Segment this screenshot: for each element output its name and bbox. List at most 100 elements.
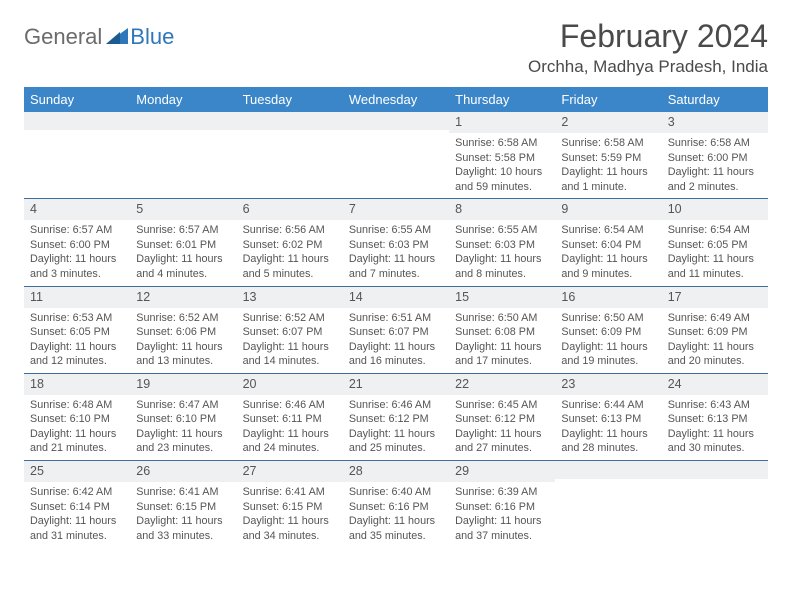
header-sunday: Sunday	[24, 87, 130, 112]
daylight-text: Daylight: 11 hours and 28 minutes.	[561, 427, 655, 456]
sunrise-text: Sunrise: 6:48 AM	[30, 398, 124, 413]
sunrise-text: Sunrise: 6:46 AM	[243, 398, 337, 413]
calendar-day-cell: 16Sunrise: 6:50 AMSunset: 6:09 PMDayligh…	[555, 286, 661, 373]
day-number: 3	[662, 112, 768, 133]
sunrise-text: Sunrise: 6:50 AM	[455, 311, 549, 326]
calendar-week-row: 1Sunrise: 6:58 AMSunset: 5:58 PMDaylight…	[24, 112, 768, 199]
sunrise-text: Sunrise: 6:52 AM	[243, 311, 337, 326]
day-number: 9	[555, 199, 661, 220]
daylight-text: Daylight: 10 hours and 59 minutes.	[455, 165, 549, 194]
calendar-day-cell	[130, 112, 236, 199]
sunrise-text: Sunrise: 6:58 AM	[668, 136, 762, 151]
sunset-text: Sunset: 6:08 PM	[455, 325, 549, 340]
daylight-text: Daylight: 11 hours and 31 minutes.	[30, 514, 124, 543]
day-number	[662, 461, 768, 479]
sunset-text: Sunset: 6:05 PM	[668, 238, 762, 253]
calendar-day-cell: 5Sunrise: 6:57 AMSunset: 6:01 PMDaylight…	[130, 199, 236, 286]
day-details: Sunrise: 6:41 AMSunset: 6:15 PMDaylight:…	[130, 482, 236, 547]
sunset-text: Sunset: 6:05 PM	[30, 325, 124, 340]
day-details: Sunrise: 6:44 AMSunset: 6:13 PMDaylight:…	[555, 395, 661, 460]
day-number: 8	[449, 199, 555, 220]
day-number: 26	[130, 461, 236, 482]
sunset-text: Sunset: 6:16 PM	[349, 500, 443, 515]
daylight-text: Daylight: 11 hours and 37 minutes.	[455, 514, 549, 543]
day-details: Sunrise: 6:57 AMSunset: 6:01 PMDaylight:…	[130, 220, 236, 285]
sunset-text: Sunset: 5:59 PM	[561, 151, 655, 166]
day-details	[24, 130, 130, 188]
daylight-text: Daylight: 11 hours and 1 minute.	[561, 165, 655, 194]
day-number: 7	[343, 199, 449, 220]
sunrise-text: Sunrise: 6:58 AM	[561, 136, 655, 151]
daylight-text: Daylight: 11 hours and 25 minutes.	[349, 427, 443, 456]
sunrise-text: Sunrise: 6:42 AM	[30, 485, 124, 500]
daylight-text: Daylight: 11 hours and 21 minutes.	[30, 427, 124, 456]
sunset-text: Sunset: 6:02 PM	[243, 238, 337, 253]
calendar-day-cell: 8Sunrise: 6:55 AMSunset: 6:03 PMDaylight…	[449, 199, 555, 286]
calendar-day-cell: 12Sunrise: 6:52 AMSunset: 6:06 PMDayligh…	[130, 286, 236, 373]
day-number: 5	[130, 199, 236, 220]
calendar-day-cell: 20Sunrise: 6:46 AMSunset: 6:11 PMDayligh…	[237, 373, 343, 460]
daylight-text: Daylight: 11 hours and 7 minutes.	[349, 252, 443, 281]
sunset-text: Sunset: 6:00 PM	[668, 151, 762, 166]
day-details: Sunrise: 6:46 AMSunset: 6:11 PMDaylight:…	[237, 395, 343, 460]
sunrise-text: Sunrise: 6:50 AM	[561, 311, 655, 326]
logo-text-general: General	[24, 24, 102, 50]
logo-text-blue: Blue	[130, 24, 174, 50]
sunset-text: Sunset: 6:07 PM	[243, 325, 337, 340]
day-details	[130, 130, 236, 188]
day-number: 25	[24, 461, 130, 482]
day-number	[555, 461, 661, 479]
sunset-text: Sunset: 6:09 PM	[668, 325, 762, 340]
logo-triangle-icon	[106, 26, 128, 49]
daylight-text: Daylight: 11 hours and 17 minutes.	[455, 340, 549, 369]
daylight-text: Daylight: 11 hours and 33 minutes.	[136, 514, 230, 543]
day-number: 22	[449, 374, 555, 395]
calendar-day-cell: 21Sunrise: 6:46 AMSunset: 6:12 PMDayligh…	[343, 373, 449, 460]
calendar-day-cell	[24, 112, 130, 199]
daylight-text: Daylight: 11 hours and 13 minutes.	[136, 340, 230, 369]
daylight-text: Daylight: 11 hours and 20 minutes.	[668, 340, 762, 369]
sunrise-text: Sunrise: 6:58 AM	[455, 136, 549, 151]
sunset-text: Sunset: 6:03 PM	[349, 238, 443, 253]
daylight-text: Daylight: 11 hours and 11 minutes.	[668, 252, 762, 281]
day-number: 6	[237, 199, 343, 220]
day-details: Sunrise: 6:58 AMSunset: 6:00 PMDaylight:…	[662, 133, 768, 198]
calendar-week-row: 25Sunrise: 6:42 AMSunset: 6:14 PMDayligh…	[24, 461, 768, 548]
day-details: Sunrise: 6:39 AMSunset: 6:16 PMDaylight:…	[449, 482, 555, 547]
day-details: Sunrise: 6:53 AMSunset: 6:05 PMDaylight:…	[24, 308, 130, 373]
sunrise-text: Sunrise: 6:39 AM	[455, 485, 549, 500]
calendar-day-cell: 2Sunrise: 6:58 AMSunset: 5:59 PMDaylight…	[555, 112, 661, 199]
sunrise-text: Sunrise: 6:47 AM	[136, 398, 230, 413]
daylight-text: Daylight: 11 hours and 23 minutes.	[136, 427, 230, 456]
day-details	[343, 130, 449, 188]
header-friday: Friday	[555, 87, 661, 112]
sunrise-text: Sunrise: 6:43 AM	[668, 398, 762, 413]
day-details: Sunrise: 6:54 AMSunset: 6:05 PMDaylight:…	[662, 220, 768, 285]
sunset-text: Sunset: 6:00 PM	[30, 238, 124, 253]
sunset-text: Sunset: 6:03 PM	[455, 238, 549, 253]
day-number: 19	[130, 374, 236, 395]
day-number: 1	[449, 112, 555, 133]
sunset-text: Sunset: 6:16 PM	[455, 500, 549, 515]
day-number: 11	[24, 287, 130, 308]
sunrise-text: Sunrise: 6:54 AM	[561, 223, 655, 238]
day-number: 18	[24, 374, 130, 395]
sunrise-text: Sunrise: 6:55 AM	[455, 223, 549, 238]
sunrise-text: Sunrise: 6:41 AM	[243, 485, 337, 500]
sunset-text: Sunset: 6:12 PM	[455, 412, 549, 427]
sunset-text: Sunset: 6:15 PM	[243, 500, 337, 515]
day-details: Sunrise: 6:45 AMSunset: 6:12 PMDaylight:…	[449, 395, 555, 460]
calendar-day-cell: 3Sunrise: 6:58 AMSunset: 6:00 PMDaylight…	[662, 112, 768, 199]
day-number: 20	[237, 374, 343, 395]
day-details: Sunrise: 6:57 AMSunset: 6:00 PMDaylight:…	[24, 220, 130, 285]
calendar-day-cell: 11Sunrise: 6:53 AMSunset: 6:05 PMDayligh…	[24, 286, 130, 373]
day-details: Sunrise: 6:46 AMSunset: 6:12 PMDaylight:…	[343, 395, 449, 460]
sunset-text: Sunset: 6:01 PM	[136, 238, 230, 253]
month-title: February 2024	[528, 18, 768, 55]
day-details: Sunrise: 6:50 AMSunset: 6:09 PMDaylight:…	[555, 308, 661, 373]
daylight-text: Daylight: 11 hours and 9 minutes.	[561, 252, 655, 281]
daylight-text: Daylight: 11 hours and 12 minutes.	[30, 340, 124, 369]
daylight-text: Daylight: 11 hours and 19 minutes.	[561, 340, 655, 369]
sunrise-text: Sunrise: 6:52 AM	[136, 311, 230, 326]
calendar-day-cell: 6Sunrise: 6:56 AMSunset: 6:02 PMDaylight…	[237, 199, 343, 286]
